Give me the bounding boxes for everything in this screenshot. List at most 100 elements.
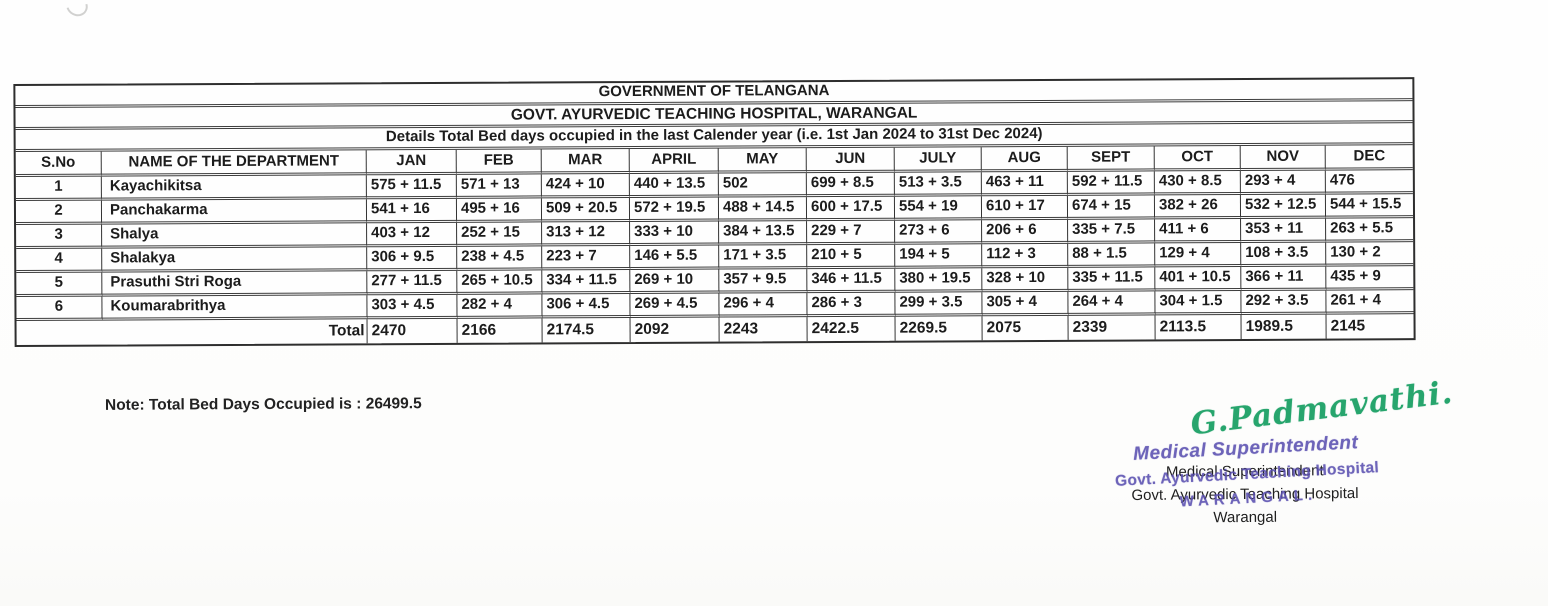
cell-department: Prasuthi Stri Roga bbox=[102, 271, 368, 297]
total-cell: 2092 bbox=[630, 317, 720, 342]
cell: 532 + 12.5 bbox=[1240, 194, 1327, 220]
cell: 328 + 10 bbox=[982, 267, 1069, 293]
cell: 261 + 4 bbox=[1326, 290, 1414, 315]
cell: 411 + 6 bbox=[1155, 219, 1242, 244]
cell: 401 + 10.5 bbox=[1155, 267, 1242, 292]
cell-department: Kayachikitsa bbox=[101, 175, 367, 201]
cell: 488 + 14.5 bbox=[718, 197, 808, 222]
cell-department: Shalakya bbox=[102, 247, 368, 273]
cell: 424 + 10 bbox=[541, 173, 630, 199]
col-header-july: JULY bbox=[894, 147, 982, 173]
cell: 334 + 11.5 bbox=[542, 269, 631, 295]
cell: 544 + 15.5 bbox=[1325, 194, 1414, 219]
total-label: Total bbox=[16, 319, 368, 345]
cell: 382 + 26 bbox=[1154, 195, 1242, 220]
cell: 476 bbox=[1325, 170, 1414, 195]
cell: 674 + 15 bbox=[1067, 195, 1156, 220]
cell: 292 + 3.5 bbox=[1241, 290, 1327, 316]
cell-department: Koumarabrithya bbox=[102, 295, 368, 321]
col-header-nov: NOV bbox=[1240, 145, 1326, 172]
cell: 541 + 16 bbox=[366, 198, 458, 224]
handwritten-signature: G.Padmavathi. bbox=[1188, 374, 1455, 443]
cell: 194 + 5 bbox=[895, 244, 983, 269]
cell: 238 + 4.5 bbox=[457, 246, 543, 271]
cell: 463 + 11 bbox=[981, 171, 1068, 197]
total-cell: 2145 bbox=[1330, 317, 1366, 336]
cell: 299 + 3.5 bbox=[895, 292, 983, 317]
cell: 263 + 5.5 bbox=[1326, 218, 1414, 243]
cell-sno: 3 bbox=[16, 224, 103, 249]
cell: 306 + 4.5 bbox=[542, 293, 631, 319]
cell: 88 + 1.5 bbox=[1068, 243, 1156, 268]
col-header-department: NAME OF THE DEPARTMENT bbox=[101, 150, 367, 177]
cell: 495 + 16 bbox=[456, 198, 543, 223]
total-cell: 2174.5 bbox=[542, 317, 631, 343]
cell: 592 + 11.5 bbox=[1067, 171, 1155, 196]
cell: 610 + 17 bbox=[981, 195, 1069, 221]
cell: 306 + 9.5 bbox=[367, 246, 458, 272]
cell: 296 + 4 bbox=[719, 293, 808, 318]
cell: 357 + 9.5 bbox=[719, 269, 808, 294]
cell-sno: 1 bbox=[15, 176, 102, 201]
col-header-may: MAY bbox=[718, 148, 807, 174]
cell-department: Shalya bbox=[102, 223, 368, 249]
cell-sno: 4 bbox=[16, 248, 103, 273]
cell: 509 + 20.5 bbox=[541, 197, 631, 223]
cell-department: Panchakarma bbox=[101, 199, 368, 225]
cell: 575 + 11.5 bbox=[366, 174, 457, 200]
col-header-sept: SEPT bbox=[1067, 146, 1155, 172]
cell-sno: 6 bbox=[16, 296, 103, 321]
col-header-oct: OCT bbox=[1154, 146, 1241, 172]
cell: 269 + 4.5 bbox=[630, 293, 720, 318]
bed-days-table: GOVERNMENT OF TELANGANA GOVT. AYURVEDIC … bbox=[13, 77, 1416, 347]
cell: 293 + 4 bbox=[1240, 170, 1326, 196]
cell: 229 + 7 bbox=[807, 220, 896, 246]
total-cell: 2113.5 bbox=[1155, 315, 1242, 340]
total-cell: 2422.5 bbox=[807, 316, 896, 342]
cell: 252 + 15 bbox=[457, 222, 543, 247]
cell: 440 + 13.5 bbox=[629, 173, 719, 198]
cell: 130 + 2 bbox=[1326, 242, 1414, 267]
col-header-jan: JAN bbox=[366, 149, 457, 176]
total-cell: 1989.5 bbox=[1241, 314, 1327, 340]
total-cell: 2243 bbox=[719, 317, 808, 342]
cell: 366 + 11 bbox=[1241, 266, 1327, 292]
cell: 210 + 5 bbox=[807, 244, 896, 270]
cell: 333 + 10 bbox=[630, 221, 720, 246]
cell: 554 + 19 bbox=[894, 196, 983, 221]
total-cell: 2269.5 bbox=[895, 316, 983, 341]
cell: 277 + 11.5 bbox=[367, 270, 458, 296]
cell: 513 + 3.5 bbox=[894, 172, 982, 197]
col-header-mar: MAR bbox=[541, 148, 630, 175]
total-cell: 2166 bbox=[457, 318, 543, 343]
cell: 112 + 3 bbox=[982, 243, 1069, 269]
cell: 571 + 13 bbox=[456, 174, 542, 199]
total-cell: 2339 bbox=[1068, 315, 1156, 340]
cell: 600 + 17.5 bbox=[806, 196, 896, 222]
cell: 264 + 4 bbox=[1068, 291, 1156, 316]
cell: 129 + 4 bbox=[1155, 243, 1242, 268]
cell: 335 + 7.5 bbox=[1068, 219, 1156, 244]
cell-sno: 2 bbox=[15, 200, 103, 225]
cell: 384 + 13.5 bbox=[719, 221, 808, 246]
cell: 313 + 12 bbox=[542, 221, 631, 247]
cell: 269 + 10 bbox=[630, 269, 720, 294]
col-header-sno: S.No bbox=[15, 151, 102, 177]
cell: 146 + 5.5 bbox=[630, 245, 720, 270]
total-cell: 2075 bbox=[982, 315, 1069, 341]
cell: 108 + 3.5 bbox=[1241, 242, 1327, 268]
cell: 502 bbox=[718, 173, 807, 198]
total-bed-days-note: Note: Total Bed Days Occupied is : 26499… bbox=[104, 395, 422, 414]
cell: 346 + 11.5 bbox=[807, 268, 896, 294]
cell: 171 + 3.5 bbox=[719, 245, 808, 270]
cell: 430 + 8.5 bbox=[1154, 171, 1241, 196]
col-header-aug: AUG bbox=[981, 146, 1068, 173]
cell: 403 + 12 bbox=[367, 222, 458, 248]
cell: 699 + 8.5 bbox=[806, 172, 895, 198]
cell: 206 + 6 bbox=[982, 219, 1069, 245]
cell: 282 + 4 bbox=[457, 294, 543, 319]
col-header-jun: JUN bbox=[806, 147, 895, 174]
cell: 353 + 11 bbox=[1241, 218, 1327, 244]
cell: 572 + 19.5 bbox=[629, 197, 720, 222]
